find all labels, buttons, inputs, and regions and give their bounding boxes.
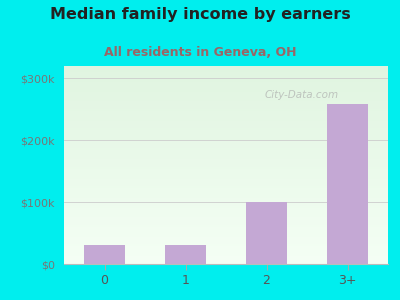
Bar xyxy=(165,245,206,264)
Bar xyxy=(327,104,368,264)
Bar xyxy=(84,245,125,264)
Bar xyxy=(246,202,287,264)
Text: All residents in Geneva, OH: All residents in Geneva, OH xyxy=(104,46,296,59)
Text: Median family income by earners: Median family income by earners xyxy=(50,8,350,22)
Text: City-Data.com: City-Data.com xyxy=(265,90,339,100)
